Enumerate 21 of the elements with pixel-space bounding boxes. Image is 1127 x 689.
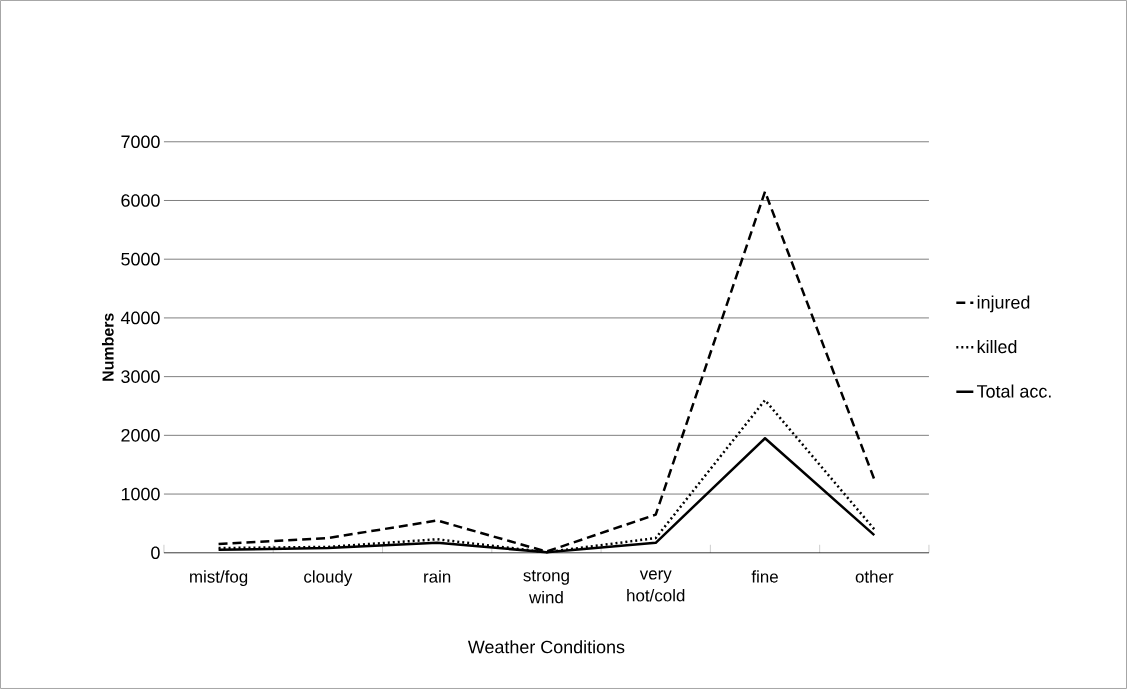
x-axis-title: Weather Conditions	[467, 640, 625, 654]
x-tick-label: strong wind	[523, 570, 569, 604]
y-tick-label: 0	[151, 546, 160, 560]
legend-label: injured	[977, 295, 1030, 313]
y-axis-title: Numbers	[101, 313, 114, 381]
x-tick-label: very hot/cold	[627, 570, 685, 602]
x-tick-label: rain	[424, 570, 451, 583]
x-tick-label: other	[855, 570, 894, 583]
y-tick-label: 4000	[120, 311, 160, 325]
y-tick-label: 7000	[121, 135, 160, 149]
x-tick-label: fine	[751, 570, 778, 583]
y-tick-label: 1000	[121, 487, 160, 501]
y-tick-label: 5000	[121, 252, 160, 266]
x-tick-label: cloudy	[304, 570, 353, 587]
y-tick-label: 2000	[121, 428, 160, 442]
y-tick-label: 3000	[121, 370, 160, 383]
line-series	[217, 190, 876, 553]
y-tick-label: 6000	[121, 194, 160, 207]
x-tick-label: mist/fog	[190, 570, 248, 587]
legend-label: Total acc.	[976, 384, 1051, 398]
legend-label: killed	[977, 340, 1017, 354]
